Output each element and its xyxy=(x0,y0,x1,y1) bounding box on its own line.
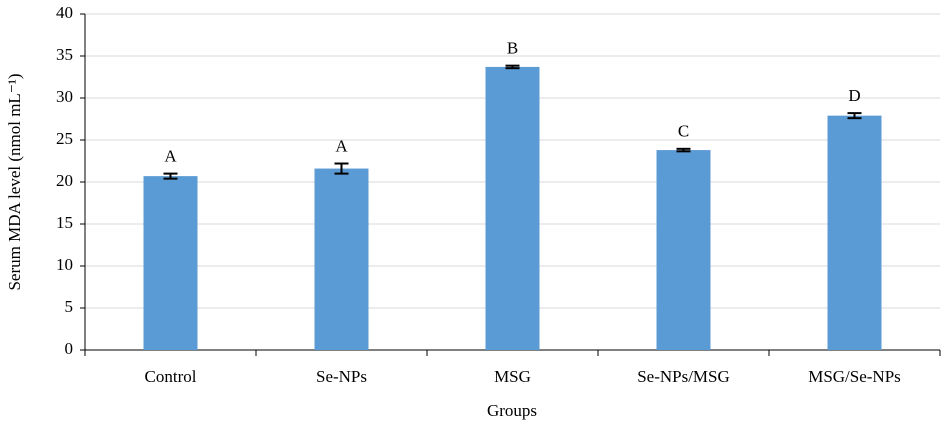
y-tick-label: 25 xyxy=(56,129,73,148)
x-tick-label: MSG xyxy=(494,367,531,386)
error-bar xyxy=(676,147,691,153)
bar xyxy=(656,150,711,350)
y-tick-label: 5 xyxy=(65,297,74,316)
error-bar xyxy=(847,112,862,120)
bar xyxy=(485,66,540,351)
bar xyxy=(314,168,369,350)
y-tick-label: 40 xyxy=(56,3,73,22)
y-tick-label: 35 xyxy=(56,45,73,64)
x-tick-label: Se-NPs xyxy=(316,367,367,386)
annotation: A xyxy=(335,136,348,155)
error-bar xyxy=(163,172,178,180)
bar xyxy=(827,115,882,350)
error-bar xyxy=(505,64,520,70)
x-tick-label: MSG/Se-NPs xyxy=(808,367,901,386)
x-tick-label: Se-NPs/MSG xyxy=(637,367,730,386)
y-tick-label: 15 xyxy=(56,213,73,232)
annotation: A xyxy=(164,147,177,166)
annotation: B xyxy=(507,39,518,58)
annotation: C xyxy=(678,122,689,141)
error-bar xyxy=(334,162,349,175)
annotation: D xyxy=(848,86,860,105)
y-axis-label: Serum MDA level (nmol mL⁻¹) xyxy=(5,73,24,290)
y-tick-label: 30 xyxy=(56,87,73,106)
y-tick-label: 0 xyxy=(65,339,74,358)
y-tick-label: 20 xyxy=(56,171,73,190)
bar xyxy=(143,176,198,350)
x-tick-label: Control xyxy=(145,367,197,386)
y-tick-label: 10 xyxy=(56,255,73,274)
x-axis-label: Groups xyxy=(487,401,537,420)
